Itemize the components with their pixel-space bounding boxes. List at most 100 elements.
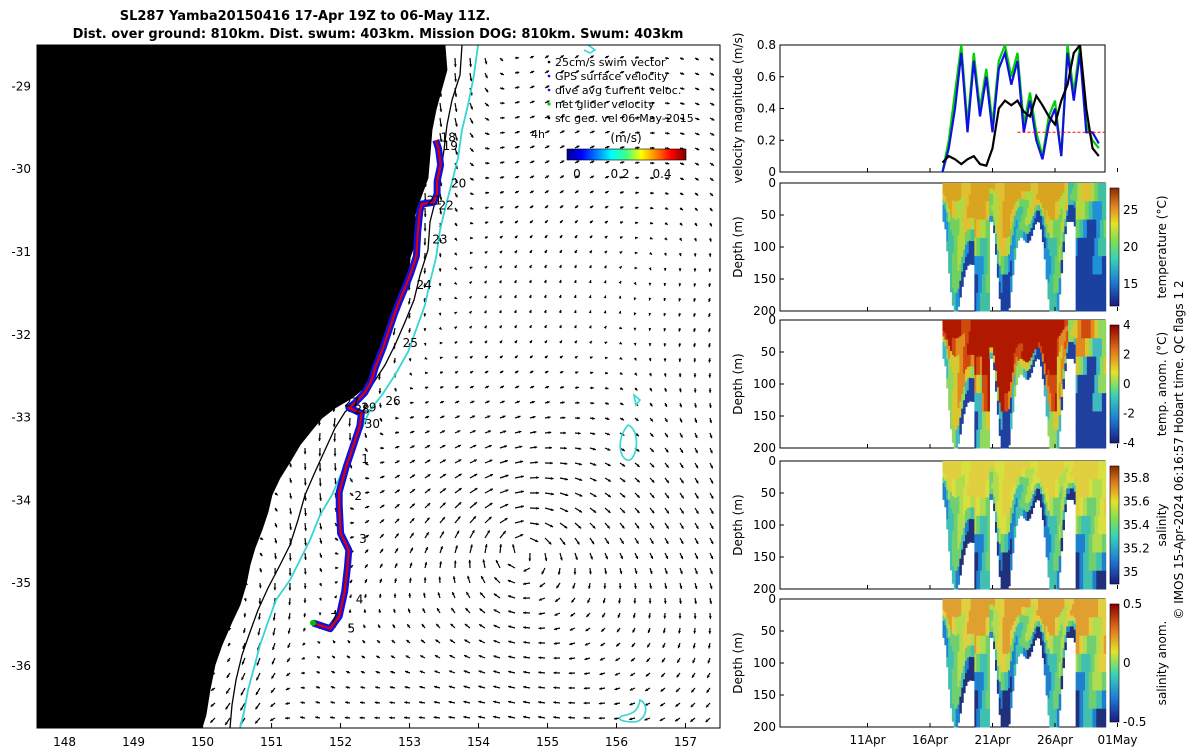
section-0-ylabel: Depth (m) bbox=[731, 216, 745, 277]
velocity-arrowhead bbox=[604, 235, 608, 239]
velocity-arrowhead bbox=[664, 570, 668, 574]
section-cell bbox=[987, 256, 990, 275]
velocity-arrowhead bbox=[663, 373, 667, 377]
velocity-arrowhead bbox=[605, 556, 608, 560]
velocity-arrowhead bbox=[522, 582, 526, 586]
velocity-arrowhead bbox=[288, 587, 292, 591]
velocity-arrowhead bbox=[488, 516, 492, 520]
figure-title-line1: SL287 Yamba20150416 17-Apr 19Z to 06-May… bbox=[120, 9, 491, 24]
map-colorbar-tick-1: 0.2 bbox=[610, 167, 629, 181]
velocity-arrowhead bbox=[558, 294, 562, 298]
velocity-arrowhead bbox=[470, 236, 473, 240]
velocity-arrowhead bbox=[364, 579, 368, 583]
velocity-arrowhead bbox=[557, 571, 561, 575]
velocity-arrowhead bbox=[693, 298, 697, 302]
velocity-arrowhead bbox=[438, 239, 442, 243]
velocity-arrowhead bbox=[452, 576, 456, 580]
velocity-arrowhead bbox=[396, 489, 400, 493]
velocity-arrowhead bbox=[618, 310, 622, 314]
velocity-arrowhead bbox=[441, 430, 445, 434]
velocity-arrowhead bbox=[708, 344, 711, 348]
velocity-arrowhead bbox=[605, 55, 609, 59]
velocity-arrowhead bbox=[468, 281, 472, 285]
velocity-arrowhead bbox=[605, 386, 609, 390]
velocity-arrowhead bbox=[618, 295, 622, 299]
velocity-arrowhead bbox=[664, 388, 667, 392]
velocity-arrowhead bbox=[303, 451, 307, 455]
velocity-arrowhead bbox=[485, 221, 489, 225]
velocity-arrowhead bbox=[561, 386, 564, 389]
velocity-arrowhead bbox=[633, 600, 637, 604]
velocity-arrowhead bbox=[379, 563, 383, 567]
velocity-arrowhead bbox=[622, 494, 626, 498]
velocity-arrowhead bbox=[529, 265, 532, 269]
velocity-arrowhead bbox=[425, 386, 429, 390]
velocity-arrowhead bbox=[620, 221, 624, 225]
velocity-arrowhead bbox=[695, 57, 699, 60]
velocity-arrowhead bbox=[648, 312, 652, 316]
map-ytick-label-4: -33 bbox=[11, 411, 31, 425]
velocity-arrowhead bbox=[680, 495, 684, 499]
legend-marker-swim bbox=[547, 60, 551, 64]
velocity-arrowhead bbox=[473, 516, 476, 520]
velocity-arrowhead bbox=[708, 254, 712, 257]
velocity-arrowhead bbox=[709, 450, 713, 454]
velocity-arrowhead bbox=[531, 400, 535, 404]
velocity-arrowhead bbox=[500, 58, 503, 62]
velocity-arrowhead bbox=[274, 540, 278, 544]
velocity-arrowhead bbox=[441, 415, 445, 419]
velocity-arrowhead bbox=[473, 444, 477, 448]
velocity-arrowhead bbox=[456, 415, 460, 419]
velocity-arrowhead bbox=[558, 310, 562, 313]
section-0-ytick-label-1: 50 bbox=[761, 208, 776, 222]
velocity-arrowhead bbox=[501, 116, 505, 120]
velocity-arrowhead bbox=[470, 134, 474, 138]
velocity-arrowhead bbox=[651, 161, 655, 165]
velocity-arrowhead bbox=[636, 71, 640, 75]
velocity-arrowhead bbox=[335, 537, 339, 541]
velocity-arrowhead bbox=[635, 555, 638, 559]
velocity-arrowhead bbox=[334, 595, 337, 599]
velocity-arrowhead bbox=[520, 534, 524, 537]
velocity-arrowhead bbox=[665, 449, 669, 453]
velocity-arrowhead bbox=[318, 438, 322, 442]
velocity-arrowhead bbox=[536, 476, 539, 480]
velocity-arrowhead bbox=[528, 279, 532, 283]
velocity-arrowhead bbox=[694, 601, 697, 604]
velocity-arrowhead bbox=[548, 541, 552, 545]
velocity-arrowhead bbox=[650, 540, 654, 544]
legend-swim-vector: 25cm/s swim vector bbox=[555, 56, 666, 69]
velocity-arrowhead bbox=[531, 70, 535, 74]
velocity-arrowhead bbox=[590, 371, 594, 375]
velocity-arrowhead bbox=[393, 593, 397, 597]
velocity-arrowhead bbox=[620, 402, 624, 405]
velocity-arrowhead bbox=[546, 145, 550, 149]
velocity-arrowhead bbox=[507, 579, 511, 583]
velocity-ytick-label-4: 0.8 bbox=[757, 38, 776, 52]
velocity-arrowhead bbox=[593, 494, 597, 497]
velocity-arrowhead bbox=[410, 532, 414, 536]
velocity-arrowhead bbox=[649, 236, 653, 240]
velocity-arrowhead bbox=[439, 139, 443, 142]
velocity-arrowhead bbox=[711, 147, 715, 151]
velocity-arrowhead bbox=[519, 445, 523, 449]
velocity-arrowhead bbox=[564, 462, 568, 466]
velocity-arrowhead bbox=[635, 540, 639, 544]
velocity-arrowhead bbox=[708, 329, 711, 333]
velocity-arrowhead bbox=[574, 250, 577, 254]
velocity-arrowhead bbox=[528, 558, 532, 562]
velocity-arrowhead bbox=[664, 237, 668, 241]
velocity-arrowhead bbox=[593, 463, 597, 466]
velocity-arrowhead bbox=[303, 600, 307, 603]
velocity-arrowhead bbox=[516, 400, 520, 404]
section-cell bbox=[987, 374, 990, 394]
velocity-arrowhead bbox=[550, 477, 554, 480]
velocity-arrowhead bbox=[651, 464, 655, 468]
velocity-arrowhead bbox=[603, 586, 607, 589]
velocity-arrowhead bbox=[544, 235, 548, 239]
velocity-arrowhead bbox=[531, 145, 535, 149]
velocity-arrowhead bbox=[471, 400, 475, 404]
velocity-arrowhead bbox=[454, 123, 458, 127]
velocity-arrowhead bbox=[604, 221, 608, 224]
velocity-arrowhead bbox=[545, 190, 549, 194]
